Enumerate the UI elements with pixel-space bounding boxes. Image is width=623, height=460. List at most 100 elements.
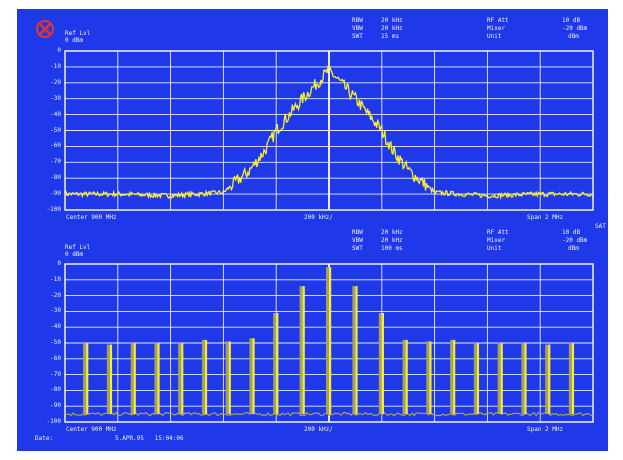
bottom-spectrum-bar-shadow [273, 312, 277, 415]
bottom-noise-floor [64, 411, 593, 417]
bottom-spectrum-bar-shadow [545, 344, 549, 415]
bottom-spectrum-bar-shadow [450, 339, 454, 415]
date-label: Date: [35, 435, 54, 442]
bottom-rf-att-label: RF Att [487, 229, 509, 236]
spectrum-analyzer-screen: Ref Lvl 0 dBm RBW 20 kHz VBW 20 kHz SWT … [17, 9, 608, 451]
y-tick-label: -50 [50, 126, 61, 134]
bottom-spectrum-bar-shadow [201, 339, 205, 415]
bottom-ref-lvl-value: 0 dBm [65, 251, 84, 258]
bottom-spectrum-bar-shadow [299, 286, 303, 415]
bottom-spectrum-bar [381, 312, 384, 415]
top-rf-att-label: RF Att [487, 17, 509, 24]
top-span-div: 200 kHz/ [304, 214, 333, 221]
bottom-spectrum-bar [252, 338, 255, 415]
rohde-schwarz-logo-icon [36, 20, 54, 38]
y-tick-label: -30 [50, 307, 61, 315]
sat-indicator: SAT [595, 223, 606, 230]
bottom-unit-value: dBm [568, 245, 579, 252]
spectrum-plots [64, 50, 594, 423]
bottom-spectrum-bar [355, 286, 358, 415]
top-spectrum-trace [64, 62, 594, 200]
bottom-spectrum-bar-shadow [178, 343, 182, 415]
top-swt-label: SWT [352, 33, 363, 40]
bottom-vbw-value: 20 kHz [381, 237, 403, 244]
y-tick-label: -40 [50, 323, 61, 331]
bottom-spectrum-bar-shadow [83, 343, 87, 415]
bottom-span: Span 2 MHz [527, 426, 564, 433]
y-tick-label: -20 [50, 291, 61, 299]
top-span: Span 2 MHz [527, 214, 564, 221]
top-swt-value: 15 ms [381, 33, 400, 40]
y-tick-label: -60 [50, 354, 61, 362]
bottom-spectrum-bar-shadow [225, 341, 229, 415]
bottom-spectrum-bar-shadow [154, 343, 158, 415]
bottom-spectrum-bar [329, 267, 332, 415]
bottom-mixer-value: -20 dBm [562, 237, 588, 244]
bottom-spectrum-bar [524, 343, 527, 415]
y-tick-label: -100 [46, 418, 61, 425]
bottom-spectrum-bar [86, 343, 89, 415]
bottom-spectrum-bar [157, 343, 160, 415]
y-tick-label: -10 [50, 275, 61, 283]
bottom-spectrum-bar-shadow [352, 286, 356, 415]
date-value: 5.APR.95 15:04:06 [115, 435, 184, 442]
y-tick-label: -60 [50, 142, 61, 150]
y-tick-label: -20 [50, 78, 61, 86]
bottom-mixer-label: Mixer [487, 237, 506, 244]
bottom-spectrum-bar [133, 343, 136, 415]
bottom-spectrum-bar [429, 341, 432, 415]
top-center-freq: Center 900 MHz [66, 214, 117, 221]
top-rf-att-value: 10 dB [562, 17, 581, 24]
top-ref-lvl-label: Ref Lvl [65, 30, 91, 37]
y-tick-label: -40 [50, 110, 61, 118]
bottom-spectrum-bar [405, 339, 408, 415]
bottom-spectrum-bar-shadow [426, 341, 430, 415]
y-tick-label: -10 [50, 62, 61, 70]
bottom-spectrum-bar-shadow [568, 343, 572, 415]
bottom-spectrum-bar [571, 343, 575, 415]
bottom-ref-lvl-label: Ref Lvl [65, 244, 91, 251]
bottom-spectrum-bar [204, 339, 208, 415]
y-tick-label: -70 [50, 370, 61, 378]
bottom-rbw-label: RBW [352, 229, 363, 236]
top-vbw-label: VBW [352, 25, 363, 32]
bottom-spectrum-bar [109, 344, 113, 415]
top-rbw-value: 20 kHz [381, 17, 403, 24]
bottom-swt-label: SWT [352, 245, 363, 252]
bottom-spectrum-bar [302, 286, 305, 415]
y-tick-label: -50 [50, 339, 61, 346]
y-tick-label: -80 [50, 174, 61, 182]
bottom-spectrum-bar-shadow [326, 267, 329, 415]
top-ref-lvl-value: 0 dBm [65, 37, 84, 44]
bottom-span-div: 200 kHz/ [304, 426, 333, 433]
bottom-spectrum-bar-shadow [402, 339, 406, 415]
bottom-spectrum-bar [453, 339, 456, 415]
top-vbw-value: 20 kHz [381, 25, 403, 32]
top-mixer-label: Mixer [487, 25, 506, 32]
bottom-unit-label: Unit [487, 245, 502, 252]
y-tick-label: 0 [57, 260, 61, 267]
bottom-spectrum-bar [548, 344, 551, 415]
bottom-spectrum-bar [476, 343, 480, 415]
bottom-spectrum-bar-shadow [378, 312, 382, 415]
bottom-spectrum-bar-shadow [249, 338, 253, 415]
bottom-spectrum-bar-shadow [473, 343, 477, 415]
bottom-spectrum-bar [181, 343, 184, 415]
bottom-center-freq: Center 900 MHz [66, 426, 117, 433]
top-mixer-value: -20 dBm [562, 25, 588, 32]
bottom-rbw-value: 20 kHz [381, 229, 403, 236]
bottom-spectrum-bar-shadow [106, 344, 110, 415]
bottom-spectrum-bar-shadow [497, 343, 501, 415]
y-tick-label: 0 [57, 47, 61, 54]
bottom-swt-value: 100 ms [381, 245, 403, 252]
bottom-vbw-label: VBW [352, 237, 363, 244]
bottom-spectrum-bar-shadow [130, 343, 134, 415]
bottom-spectrum-bar [276, 312, 279, 415]
y-tick-label: -80 [50, 386, 61, 394]
y-tick-label: -90 [50, 402, 61, 410]
bottom-rf-att-value: 10 dB [562, 229, 581, 236]
y-tick-label: -30 [50, 94, 61, 102]
bottom-spectrum-bar [500, 343, 503, 415]
top-rbw-label: RBW [352, 17, 363, 24]
y-tick-label: -100 [46, 206, 61, 213]
